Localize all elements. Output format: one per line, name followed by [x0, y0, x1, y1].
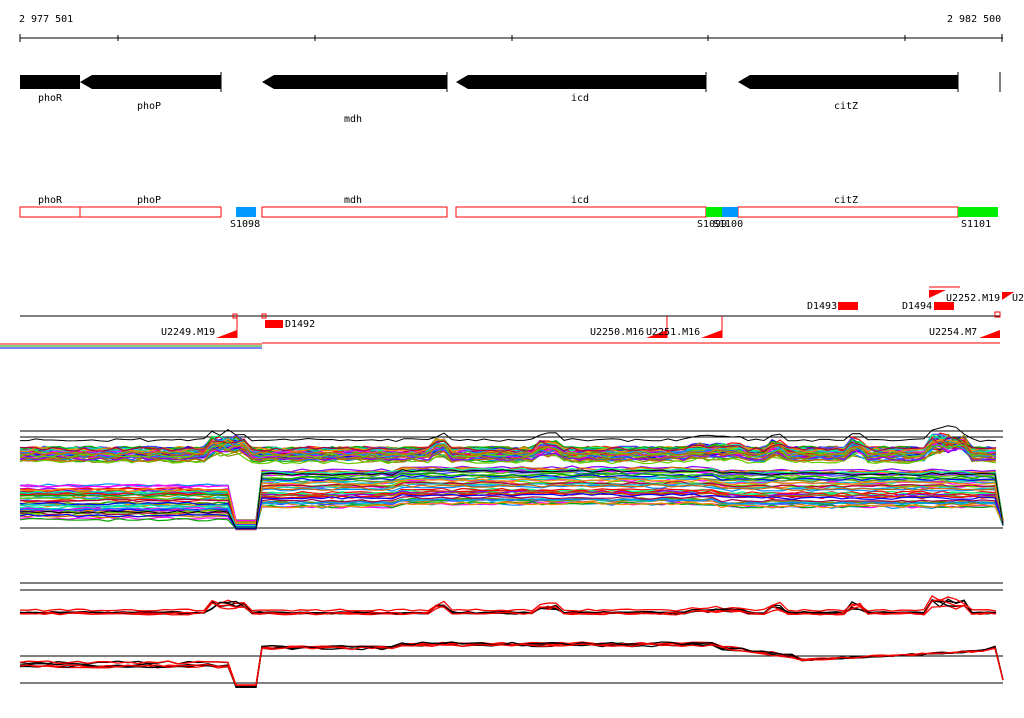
promoter-label-U2254: U2254.M7 — [929, 327, 978, 338]
segment-label-S1101: S1101 — [961, 219, 992, 230]
coordinate-start-label: 2 977 501 — [19, 14, 74, 25]
gene-arrow-track — [20, 72, 1001, 92]
gene-arrow-icd[interactable] — [456, 75, 706, 89]
expression-line — [19, 599, 997, 615]
expression-line — [20, 599, 997, 616]
gene-label-phoR: phoR — [38, 93, 63, 104]
segment-S1100[interactable] — [722, 207, 738, 217]
coordinate-ruler — [19, 34, 1003, 42]
terminator-D1494[interactable] — [934, 302, 954, 310]
segment-label-S1098: S1098 — [230, 219, 261, 230]
gene-label-icd: icd — [571, 93, 590, 104]
feature-label-citZ: citZ — [834, 195, 859, 206]
expression-line — [19, 492, 1004, 530]
feature-box-phoP[interactable] — [79, 206, 222, 218]
expression-profiles-lower — [19, 582, 1004, 688]
feature-box-phoR[interactable] — [19, 206, 81, 218]
expression-line — [19, 440, 997, 457]
expression-line — [20, 425, 997, 443]
terminator-label-D1492: D1492 — [285, 319, 316, 330]
expression-line — [19, 436, 997, 453]
promoter-U2250[interactable] — [646, 330, 667, 338]
promoter-label-U2250: U2250.M16 — [590, 327, 645, 338]
gene-arrow-phoR[interactable] — [20, 75, 80, 89]
promoter-label-U2: U2 — [1012, 293, 1024, 304]
segment-S1099[interactable] — [706, 207, 722, 217]
terminator-D1492[interactable] — [265, 320, 283, 328]
feature-label-mdh: mdh — [344, 195, 363, 206]
expression-line — [19, 477, 1004, 528]
feature-box-citZ[interactable] — [737, 206, 959, 218]
segment-S1098[interactable] — [236, 207, 256, 217]
expression-line — [19, 472, 1004, 521]
gene-arrow-phoP[interactable] — [80, 75, 221, 89]
transcription-track — [0, 286, 1014, 349]
promoter-U2251[interactable] — [701, 330, 722, 338]
gene-label-mdh: mdh — [344, 114, 363, 125]
feature-box-mdh[interactable] — [261, 206, 448, 218]
expression-line — [19, 483, 1004, 525]
annotation-track — [19, 206, 998, 218]
expression-line — [19, 595, 997, 612]
promoter-U2254[interactable] — [979, 330, 1000, 338]
promoter-U2249[interactable] — [216, 330, 237, 338]
feature-label-phoP: phoP — [137, 195, 162, 206]
feature-box-icd[interactable] — [455, 206, 707, 218]
coordinate-end-label: 2 982 500 — [947, 14, 1002, 25]
expression-line — [19, 495, 1004, 522]
expression-line — [19, 445, 997, 463]
segment-label-S1100: S1100 — [713, 219, 744, 230]
expression-profiles-upper — [19, 425, 1004, 531]
segment-label-S1099: S1099 — [697, 219, 728, 230]
expression-line — [19, 483, 1004, 526]
expression-line — [19, 643, 1004, 686]
expression-line — [19, 641, 1004, 686]
expression-line — [19, 467, 1004, 522]
expression-line — [19, 641, 1004, 688]
segment-S1101[interactable] — [958, 207, 998, 217]
promoter-U2252[interactable] — [929, 290, 946, 298]
expression-line — [19, 501, 1004, 524]
gene-label-phoP: phoP — [137, 101, 162, 112]
promoter-label-U2252: U2252.M19 — [946, 293, 1001, 304]
gene-arrow-mdh[interactable] — [262, 75, 447, 89]
expression-line — [19, 641, 1004, 686]
expression-line — [19, 491, 1004, 530]
expression-line — [19, 478, 1004, 524]
terminator-D1493[interactable] — [838, 302, 858, 310]
promoter-U2-edge[interactable] — [1002, 292, 1014, 300]
promoter-label-U2251: U2251.M16 — [646, 327, 701, 338]
gene-label-citZ: citZ — [834, 101, 859, 112]
promoter-label-U2249: U2249.M19 — [161, 327, 216, 338]
terminator-label-D1493: D1493 — [807, 301, 838, 312]
gene-arrow-citZ[interactable] — [738, 75, 958, 89]
feature-label-icd: icd — [571, 195, 590, 206]
expression-line — [19, 469, 1004, 529]
feature-label-phoR: phoR — [38, 195, 63, 206]
expression-line — [19, 487, 1004, 530]
expression-line — [19, 441, 997, 460]
terminator-label-D1494: D1494 — [902, 301, 933, 312]
